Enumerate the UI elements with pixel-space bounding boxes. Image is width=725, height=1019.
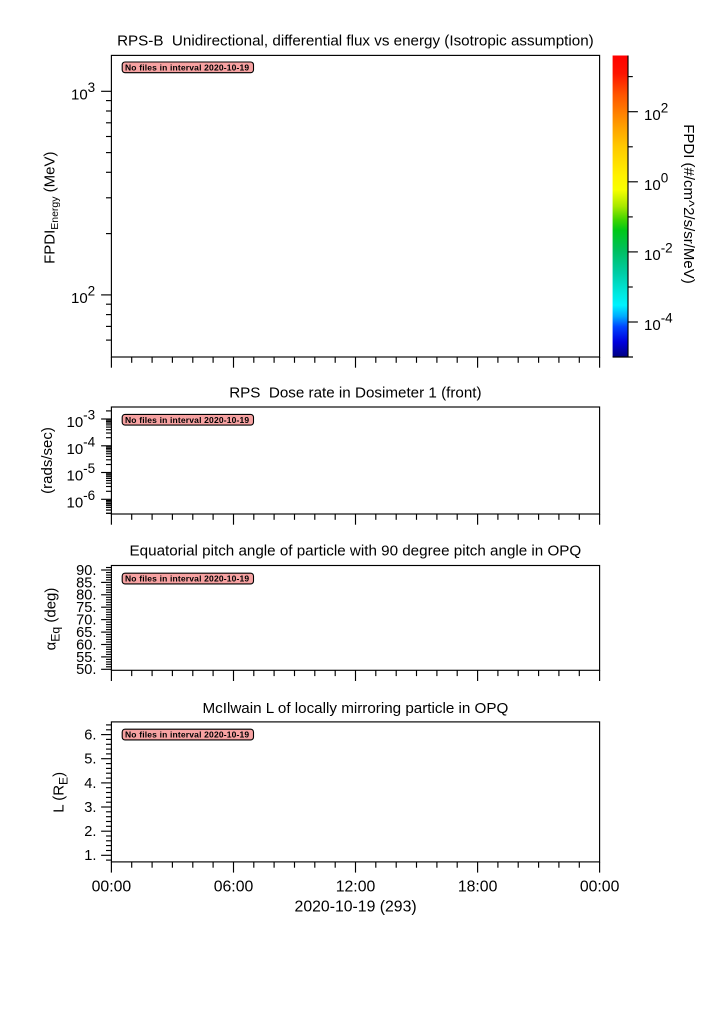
svg-text:60.: 60. (76, 637, 96, 653)
svg-text:6.: 6. (84, 728, 96, 744)
svg-text:Equatorial pitch angle of part: Equatorial pitch angle of particle with … (130, 542, 582, 559)
svg-text:FPDI (#/cm^2/s/sr/MeV): FPDI (#/cm^2/s/sr/MeV) (680, 124, 697, 284)
svg-text:L (RE): L (RE) (51, 772, 71, 813)
svg-text:00:00: 00:00 (580, 878, 620, 895)
svg-text:FPDIEnergy (MeV): FPDIEnergy (MeV) (42, 151, 62, 263)
svg-text:85.: 85. (76, 575, 96, 591)
svg-text:1.: 1. (84, 848, 96, 864)
svg-text:90.: 90. (76, 563, 96, 579)
svg-text:50.: 50. (76, 662, 96, 678)
svg-text:No files in interval 2020-10-1: No files in interval 2020-10-19 (125, 415, 249, 425)
svg-text:80.: 80. (76, 588, 96, 604)
svg-text:4.: 4. (84, 776, 96, 792)
svg-text:5.: 5. (84, 752, 96, 768)
svg-text:12:00: 12:00 (336, 878, 376, 895)
svg-text:06:00: 06:00 (214, 878, 254, 895)
svg-text:McIlwain L of locally mirrorin: McIlwain L of locally mirroring particle… (202, 700, 508, 717)
svg-text:18:00: 18:00 (458, 878, 498, 895)
svg-text:70.: 70. (76, 613, 96, 629)
svg-text:3.: 3. (84, 800, 96, 816)
svg-text:(rads/sec): (rads/sec) (39, 427, 56, 494)
svg-text:00:00: 00:00 (92, 878, 132, 895)
svg-text:2020-10-19 (293): 2020-10-19 (293) (295, 898, 417, 915)
svg-text:No files in interval 2020-10-1: No files in interval 2020-10-19 (125, 730, 249, 740)
svg-text:RPS Dose rate in Dosimeter 1: RPS Dose rate in Dosimeter 1 (front) (229, 385, 481, 402)
svg-text:No files in interval 2020-10-1: No files in interval 2020-10-19 (125, 62, 249, 72)
svg-text:55.: 55. (76, 650, 96, 666)
svg-text:75.: 75. (76, 600, 96, 616)
svg-text:2.: 2. (84, 824, 96, 840)
svg-text:No files in interval 2020-10-1: No files in interval 2020-10-19 (125, 574, 249, 584)
svg-text:αEq (deg): αEq (deg) (43, 588, 63, 651)
svg-text:RPS-B Unidirectional, differe: RPS-B Unidirectional, differential flux … (117, 32, 594, 49)
svg-text:65.: 65. (76, 625, 96, 641)
